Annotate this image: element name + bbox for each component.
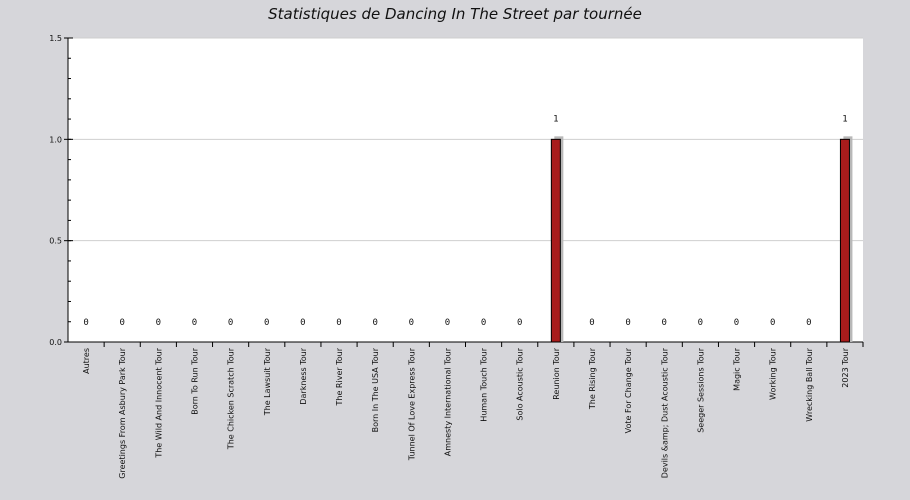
data-label: 0: [228, 318, 233, 328]
x-category-label: The Wild And Innocent Tour: [154, 347, 163, 458]
data-label: 0: [625, 318, 630, 328]
x-category-label: Seeger Sessions Tour: [696, 347, 705, 432]
x-category-label: The Chicken Scratch Tour: [227, 347, 236, 450]
data-label: 0: [770, 318, 775, 328]
x-category-label: Greetings From Asbury Park Tour: [118, 347, 127, 478]
x-category-label: Working Tour: [769, 347, 778, 400]
plot-area: [68, 38, 863, 342]
x-category-label: The River Tour: [335, 347, 344, 406]
y-tick-label: 0.0: [49, 338, 62, 347]
data-label: 0: [300, 318, 305, 328]
data-label: 1: [553, 114, 558, 124]
x-category-label: Tunnel Of Love Express Tour: [407, 347, 416, 461]
x-category-label: Vote For Change Tour: [624, 347, 633, 433]
data-label: 0: [662, 318, 667, 328]
x-category-label: Devils &amp; Dust Acoustic Tour: [660, 347, 669, 478]
y-tick-label: 1.5: [49, 34, 62, 43]
chart-title: Statistiques de Dancing In The Street pa…: [268, 5, 642, 23]
x-category-label: The Lawsuit Tour: [263, 347, 272, 416]
x-category-label: Solo Acoustic Tour: [516, 347, 525, 420]
x-category-label: Reunion Tour: [552, 347, 561, 399]
y-tick-label: 1.0: [49, 135, 62, 144]
x-category-label: Born In The USA Tour: [371, 347, 380, 432]
x-category-label: Amnesty International Tour: [443, 347, 452, 456]
data-label: 0: [517, 318, 522, 328]
data-label: 0: [156, 318, 161, 328]
y-tick-label: 0.5: [49, 237, 62, 246]
data-label: 0: [698, 318, 703, 328]
x-category-label: Born To Run Tour: [190, 347, 199, 414]
data-label: 0: [192, 318, 197, 328]
data-label: 0: [83, 318, 88, 328]
x-category-label: The Rising Tour: [588, 347, 597, 410]
x-category-label: Darkness Tour: [299, 347, 308, 404]
data-label: 0: [481, 318, 486, 328]
data-label: 0: [119, 318, 124, 328]
data-label: 0: [589, 318, 594, 328]
x-category-label: Wrecking Ball Tour: [805, 347, 814, 421]
x-category-label: Autres: [82, 348, 91, 374]
bar: [839, 138, 850, 343]
bar: [550, 138, 561, 343]
data-label: 0: [264, 318, 269, 328]
data-label: 0: [336, 318, 341, 328]
data-label: 0: [734, 318, 739, 328]
data-label: 0: [409, 318, 414, 328]
data-label: 1: [842, 114, 847, 124]
data-label: 0: [372, 318, 377, 328]
x-category-label: Magic Tour: [733, 347, 742, 391]
x-category-label: 2023 Tour: [841, 347, 850, 387]
x-category-label: Human Touch Tour: [480, 347, 489, 421]
data-label: 0: [445, 318, 450, 328]
data-label: 0: [806, 318, 811, 328]
